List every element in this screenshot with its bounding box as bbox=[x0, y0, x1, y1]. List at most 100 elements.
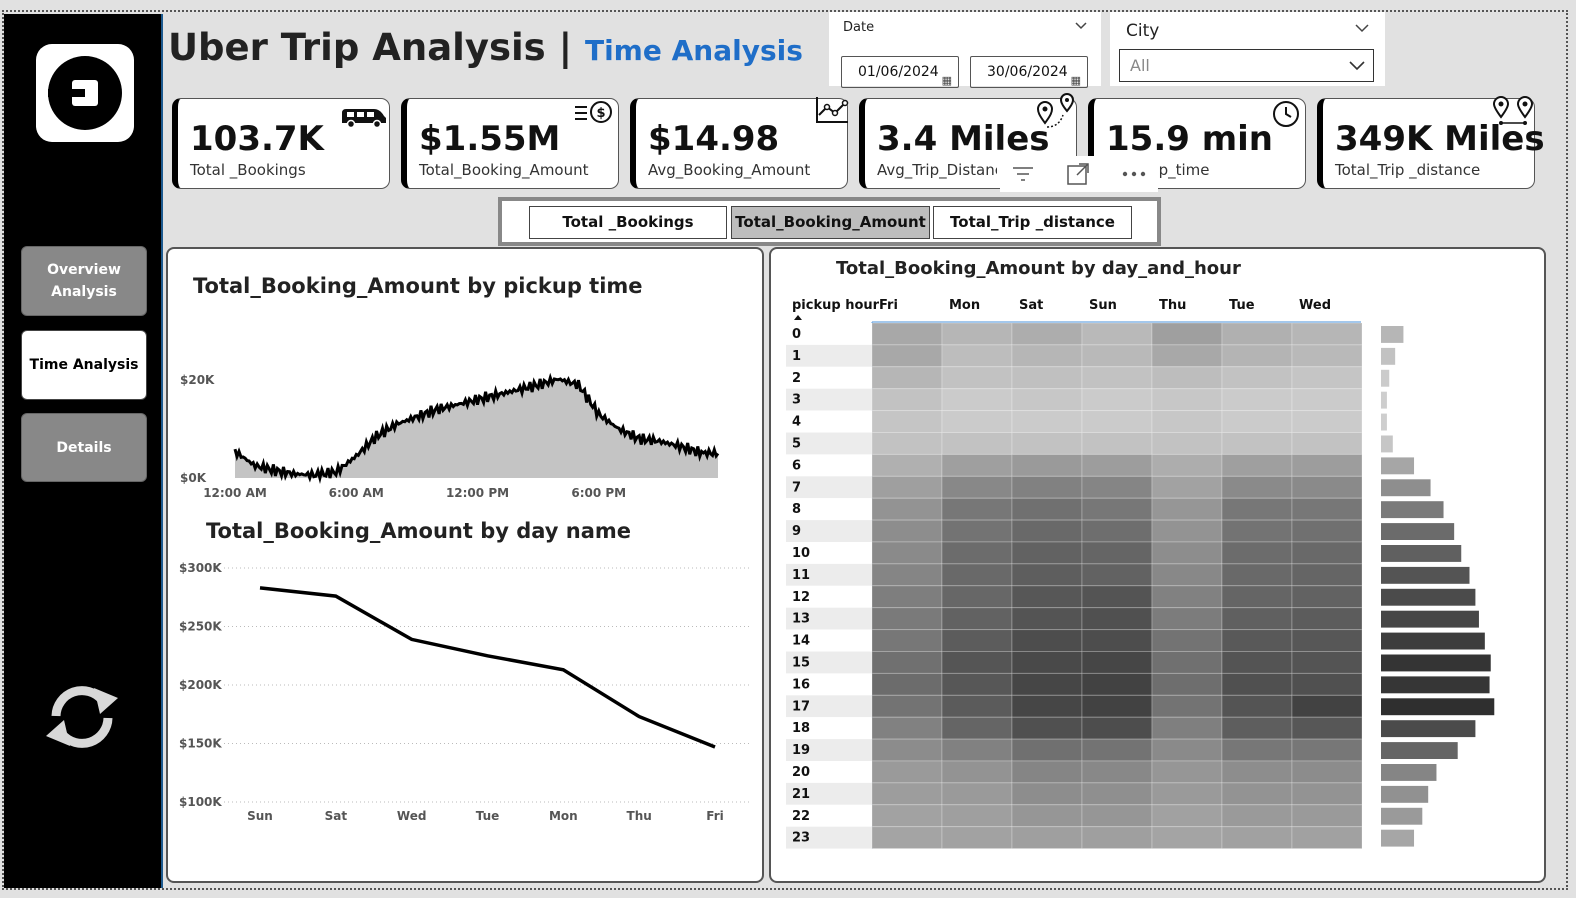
heatmap-cell bbox=[1221, 322, 1293, 346]
heatmap-cell bbox=[1081, 322, 1153, 346]
heatmap-cell bbox=[1151, 804, 1223, 828]
chevron-down-icon[interactable] bbox=[1075, 22, 1087, 30]
toggle-total-bookings[interactable]: Total _Bookings bbox=[529, 206, 727, 239]
heatmap-cell bbox=[1221, 388, 1293, 412]
calendar-icon[interactable]: ▦ bbox=[1070, 74, 1081, 87]
heatmap-matrix[interactable]: pickup hour Fri Mon Sat Sun Thu Tue Wed01234567… bbox=[786, 290, 1522, 850]
heatmap-cell bbox=[1081, 826, 1153, 850]
row-total-bar bbox=[1381, 413, 1387, 431]
heatmap-cell bbox=[1221, 432, 1293, 455]
heatmap-cell bbox=[1221, 629, 1293, 653]
heatmap-cell bbox=[1081, 651, 1153, 674]
chevron-down-icon[interactable] bbox=[1355, 24, 1369, 33]
clock-icon bbox=[1273, 101, 1299, 127]
kpi-label: Total _Bookings bbox=[190, 161, 306, 179]
heatmap-cell bbox=[1081, 716, 1153, 740]
date-from-input[interactable]: 01/06/2024 ▦ bbox=[841, 56, 959, 88]
more-options-icon[interactable] bbox=[1122, 170, 1146, 178]
visual-header-toolbar bbox=[1000, 156, 1158, 192]
heatmap-cell bbox=[1151, 453, 1223, 477]
report-title: Uber Trip Analysis | bbox=[168, 26, 573, 69]
heatmap-cell bbox=[1011, 366, 1083, 390]
calendar-icon[interactable]: ▦ bbox=[941, 74, 952, 87]
heatmap-cell bbox=[941, 497, 1013, 521]
kpi-value: 3.4 Miles bbox=[877, 119, 1050, 159]
heatmap-cell bbox=[871, 738, 943, 762]
row-total-bar bbox=[1381, 501, 1444, 519]
heatmap-cell bbox=[1081, 410, 1153, 433]
row-header-label: pickup hour bbox=[792, 298, 880, 313]
heatmap-cell bbox=[1011, 475, 1083, 499]
heatmap-cell bbox=[1011, 804, 1083, 828]
two-pins-icon bbox=[1492, 96, 1534, 125]
row-total-bar bbox=[1381, 566, 1470, 584]
row-band bbox=[786, 585, 872, 608]
row-total-bar bbox=[1381, 435, 1393, 453]
row-total-bar bbox=[1381, 457, 1415, 475]
heatmap-cell bbox=[1291, 738, 1363, 762]
refresh-icon[interactable] bbox=[44, 684, 120, 750]
row-band bbox=[786, 520, 872, 542]
heatmap-cell bbox=[1221, 541, 1293, 565]
heatmap-cell bbox=[1011, 694, 1083, 718]
heatmap-cell bbox=[1011, 388, 1083, 412]
heatmap-cell bbox=[1151, 432, 1223, 455]
row-label: 23 bbox=[792, 831, 810, 846]
heatmap-cell bbox=[1011, 322, 1083, 346]
row-total-bar bbox=[1381, 610, 1479, 628]
heatmap-cell bbox=[1151, 410, 1223, 433]
nav-details[interactable]: Details bbox=[21, 413, 147, 482]
heatmap-cell bbox=[871, 497, 943, 521]
date-slicer[interactable]: Date 01/06/2024 ▦ 30/06/2024 ▦ bbox=[829, 12, 1101, 88]
date-to-input[interactable]: 30/06/2024 ▦ bbox=[970, 56, 1088, 88]
series-line bbox=[259, 586, 716, 749]
city-slicer-label: City bbox=[1126, 21, 1160, 41]
y-tick-label: $100K bbox=[179, 795, 222, 809]
heatmap-cell bbox=[1011, 410, 1083, 433]
column-header: Thu bbox=[1159, 298, 1186, 313]
heatmap-cell bbox=[871, 607, 943, 631]
nav-overview-analysis[interactable]: Overview Analysis bbox=[21, 246, 147, 316]
row-total-bar bbox=[1381, 545, 1462, 562]
x-tick-label: 12:00 PM bbox=[446, 486, 509, 500]
kpi-value: $14.98 bbox=[648, 119, 780, 159]
area-chart[interactable]: $0K $20K 12:00 AM 6:00 AM 12:00 PM 6:00 PM bbox=[172, 360, 758, 502]
heatmap-cell bbox=[1151, 651, 1223, 674]
filter-icon[interactable] bbox=[1012, 165, 1034, 183]
column-header: Sun bbox=[1089, 298, 1117, 313]
heatmap-cell bbox=[1011, 585, 1083, 609]
heatmap-cell bbox=[1221, 826, 1293, 850]
heatmap-cell bbox=[1221, 366, 1293, 390]
row-label: 18 bbox=[792, 721, 810, 736]
row-total-bar bbox=[1381, 742, 1458, 759]
heatmap-cell bbox=[871, 453, 943, 477]
kpi-value: 15.9 min bbox=[1106, 119, 1274, 159]
heatmap-cell bbox=[941, 344, 1013, 368]
heatmap-cell bbox=[941, 475, 1013, 499]
city-dropdown[interactable]: All bbox=[1119, 49, 1374, 82]
toggle-total-booking-amount[interactable]: Total_Booking_Amount bbox=[731, 206, 930, 239]
kpi-card-total-bookings: 103.7K Total _Bookings bbox=[172, 98, 390, 189]
row-band bbox=[786, 344, 872, 367]
city-slicer[interactable]: City All bbox=[1110, 12, 1385, 86]
heatmap-cell bbox=[1011, 432, 1083, 455]
line-chart[interactable]: $100K $150K $200K $250K $300K Sun Sat Wed Tue Mon… bbox=[172, 555, 758, 830]
date-slicer-label: Date bbox=[843, 20, 875, 35]
focus-mode-icon[interactable] bbox=[1066, 162, 1090, 186]
nav-time-analysis[interactable]: Time Analysis bbox=[21, 330, 147, 400]
left-charts-panel bbox=[166, 247, 764, 883]
heatmap-cell bbox=[1081, 694, 1153, 718]
heatmap-cell bbox=[1011, 607, 1083, 631]
chevron-down-icon[interactable] bbox=[1349, 61, 1365, 71]
row-label: 11 bbox=[792, 568, 810, 583]
row-label: 4 bbox=[792, 415, 801, 430]
heatmap-cell bbox=[1221, 760, 1293, 784]
toggle-total-trip-distance[interactable]: Total_Trip _distance bbox=[933, 206, 1132, 239]
row-label: 15 bbox=[792, 656, 810, 671]
y-tick-label: $300K bbox=[179, 561, 222, 575]
row-total-bar bbox=[1381, 698, 1495, 716]
row-total-bar bbox=[1381, 326, 1404, 343]
heatmap-cell bbox=[1081, 672, 1153, 696]
row-label: 5 bbox=[792, 437, 801, 452]
heatmap-cell bbox=[1291, 694, 1363, 718]
